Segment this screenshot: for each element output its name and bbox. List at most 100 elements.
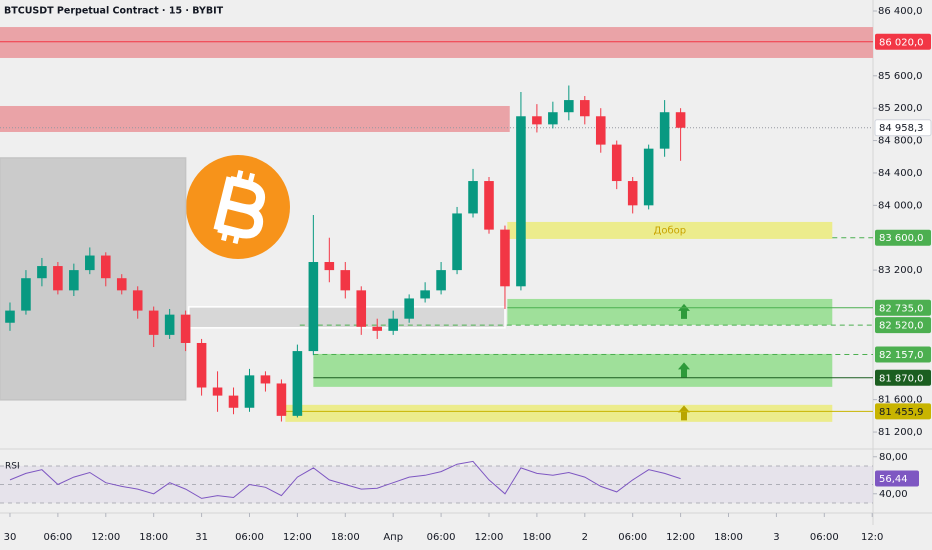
x-tick-label: 2 [582,532,588,543]
candle-body [85,255,95,271]
candle-body [308,262,319,352]
candle-body [164,314,175,335]
zone-arrow [678,362,690,378]
zone-arrow [678,405,690,421]
level-label-bg [875,299,931,316]
y-tick-label: 84 800,0 [878,136,923,147]
candle-body [580,100,590,117]
level-label: 81 455,9 [879,407,924,418]
candle-body [228,395,239,408]
x-tick-label: Апр [383,532,403,543]
x-tick-label: 06:00 [427,532,456,543]
candle-body [212,387,223,396]
zone [507,298,833,325]
rsi-value-label-bg [875,470,919,487]
rsi-value-label: 56,44 [879,474,908,485]
candle-body [675,112,686,128]
chart-title: BTCUSDT Perpetual Contract · 15 · BYBIT [4,6,224,17]
x-tick-label: 12:00 [91,532,120,543]
level-label: 83 600,0 [879,233,924,244]
zone-label: Добор [654,225,687,236]
candle-body [532,116,542,125]
x-tick-label: 12:00 [475,532,504,543]
logo-bars [221,170,255,244]
rsi-tick-label: 80,00 [879,452,908,463]
candle-body [324,262,335,271]
x-tick-label: 3 [773,532,779,543]
candle-body [548,112,558,125]
candle-body [404,298,414,319]
candle-body [148,310,159,335]
candle-body [611,144,622,182]
candle-body [659,112,670,149]
candle-body [340,270,351,291]
candle-body [132,290,143,311]
rsi-tick-label: 40,00 [879,489,908,500]
current-price-label: 84 958,3 [879,123,924,134]
candle-body [260,375,271,384]
x-tick-label: 18:00 [331,532,360,543]
y-tick-label: 84 000,0 [878,200,923,211]
y-tick-label: 86 400,0 [878,6,923,17]
y-tick-label: 84 400,0 [878,168,923,179]
rsi-name: RSI [5,462,20,472]
level-label: 82 520,0 [879,321,924,332]
candle-body [69,270,79,291]
candle-body [500,229,510,287]
level-label-bg [875,317,931,334]
candle-body [5,310,15,323]
candle-body [484,181,494,230]
zone [0,27,873,58]
zone [507,221,833,239]
level-label-bg [875,346,931,363]
x-tick-label: 18:00 [714,532,743,543]
y-tick-label: 81 600,0 [878,395,923,406]
x-tick-label: 31 [195,532,208,543]
candle-body [180,314,191,343]
level-label: 81 870,0 [879,373,924,384]
candle-body [244,375,255,408]
x-tick-label: 06:00 [235,532,264,543]
x-tick-label: 12:0 [861,532,883,543]
candle-body [643,148,654,206]
level-label-bg [875,33,931,50]
candle-body [356,290,367,327]
zone [313,353,833,387]
candle-body [595,116,606,145]
level-label-bg [875,369,931,386]
candle-body [627,181,638,206]
candle-body [292,351,303,416]
level-label: 82 735,0 [879,303,924,314]
logo-b [213,175,266,239]
rsi-line [9,460,681,499]
x-tick-label: 18:00 [139,532,168,543]
y-tick-label: 81 200,0 [878,427,923,438]
y-tick-label: 85 600,0 [878,71,923,82]
candle-body [276,383,287,416]
candle-body [372,326,383,331]
candle-body [196,342,207,388]
candle-body [21,278,31,311]
level-label-bg [875,229,931,246]
bitcoin-logo [186,155,290,259]
candle-body [100,255,111,279]
x-tick-label: 06:00 [810,532,839,543]
x-tick-label: 06:00 [43,532,72,543]
x-tick-label: 12:00 [666,532,695,543]
x-tick-label: 18:00 [522,532,551,543]
y-tick-label: 85 200,0 [878,103,923,114]
y-tick-label: 83 200,0 [878,265,923,276]
zone [0,105,510,132]
candle-body [516,116,526,287]
candle-body [436,270,446,291]
candle-body [420,290,430,299]
candle-body [452,213,462,271]
zone [285,404,833,422]
candle-body [53,266,63,291]
x-tick-label: 12:00 [283,532,312,543]
logo-glyph [213,170,266,244]
x-tick-label: 30 [4,532,17,543]
candle-body [37,266,47,279]
